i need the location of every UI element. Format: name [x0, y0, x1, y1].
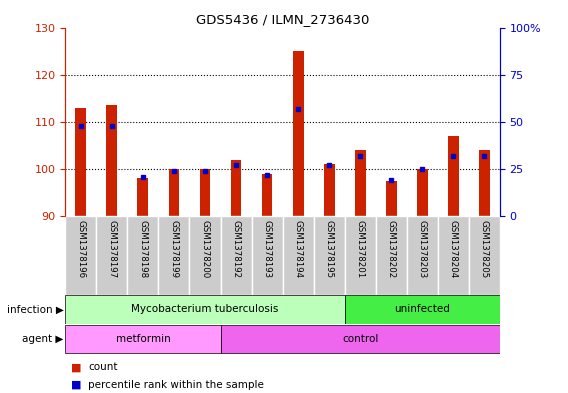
Text: GSM1378196: GSM1378196	[76, 220, 85, 278]
Text: ■: ■	[71, 362, 81, 373]
Bar	[97, 216, 127, 295]
Bar	[199, 169, 210, 216]
Text: GSM1378197: GSM1378197	[107, 220, 116, 278]
Text: GSM1378204: GSM1378204	[449, 220, 458, 278]
Bar	[190, 216, 220, 295]
Bar	[448, 136, 459, 216]
Bar	[314, 216, 345, 295]
Bar	[469, 216, 500, 295]
Text: GSM1378195: GSM1378195	[325, 220, 333, 278]
Text: GSM1378200: GSM1378200	[201, 220, 210, 278]
Text: GSM1378199: GSM1378199	[169, 220, 178, 278]
Bar	[283, 216, 314, 295]
Bar	[479, 150, 490, 216]
Bar	[158, 216, 190, 295]
Text: GSM1378202: GSM1378202	[387, 220, 396, 278]
Bar	[106, 105, 118, 216]
Text: GSM1378198: GSM1378198	[139, 220, 148, 278]
Bar	[252, 216, 283, 295]
Text: infection ▶: infection ▶	[7, 305, 64, 314]
Text: count: count	[88, 362, 118, 373]
Bar	[293, 51, 303, 216]
Bar	[220, 216, 252, 295]
Text: Mycobacterium tuberculosis: Mycobacterium tuberculosis	[131, 305, 279, 314]
Text: control: control	[342, 334, 378, 344]
Bar	[355, 150, 366, 216]
Bar	[386, 181, 396, 216]
Bar	[262, 174, 273, 216]
Bar	[65, 325, 220, 353]
Bar	[375, 216, 407, 295]
Bar	[169, 169, 179, 216]
Bar	[438, 216, 469, 295]
Text: agent ▶: agent ▶	[22, 334, 64, 344]
Text: uninfected: uninfected	[394, 305, 450, 314]
Bar	[137, 178, 148, 216]
Bar	[65, 296, 345, 324]
Bar	[127, 216, 158, 295]
Text: ■: ■	[71, 380, 81, 390]
Bar	[417, 169, 428, 216]
Bar	[324, 164, 335, 216]
Bar	[220, 325, 500, 353]
Text: GSM1378201: GSM1378201	[356, 220, 365, 278]
Bar	[407, 216, 438, 295]
Text: GSM1378192: GSM1378192	[232, 220, 240, 278]
Bar	[76, 108, 86, 216]
Text: GSM1378194: GSM1378194	[294, 220, 303, 278]
Title: GDS5436 / ILMN_2736430: GDS5436 / ILMN_2736430	[196, 13, 369, 26]
Bar	[65, 216, 97, 295]
Text: GSM1378193: GSM1378193	[262, 220, 272, 278]
Bar	[345, 216, 375, 295]
Bar	[231, 160, 241, 216]
Bar	[345, 296, 500, 324]
Text: metformin: metformin	[115, 334, 170, 344]
Text: GSM1378203: GSM1378203	[417, 220, 427, 278]
Text: percentile rank within the sample: percentile rank within the sample	[88, 380, 264, 390]
Text: GSM1378205: GSM1378205	[480, 220, 489, 278]
